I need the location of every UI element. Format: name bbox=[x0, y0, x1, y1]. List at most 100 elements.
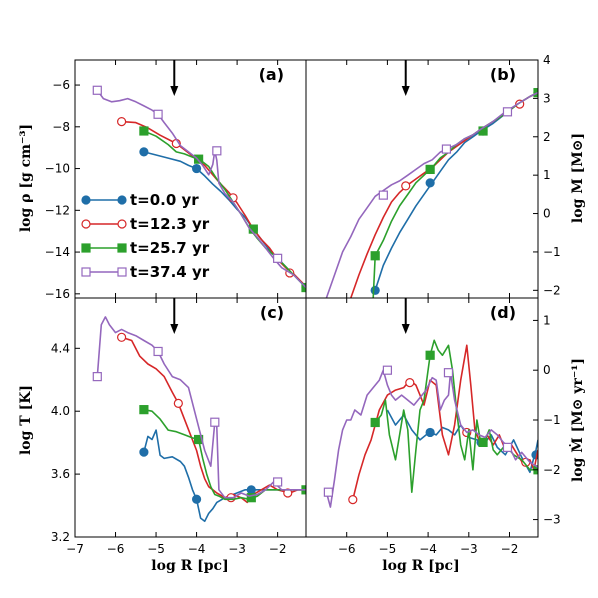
data-point bbox=[117, 116, 127, 127]
legend: t=0.0 yr t=12.3 yr t=25.7 yr t=37.4 yr bbox=[81, 191, 210, 281]
series-line-3 bbox=[96, 89, 306, 289]
x-tick-label: −4 bbox=[419, 542, 437, 556]
data-point bbox=[153, 346, 163, 357]
y-tick-label: −6 bbox=[52, 78, 70, 92]
plot-frame bbox=[305, 59, 539, 299]
data-point bbox=[370, 285, 380, 295]
data-point bbox=[246, 485, 256, 495]
legend-marker bbox=[81, 219, 91, 229]
data-point bbox=[502, 442, 513, 452]
legend-marker bbox=[117, 195, 127, 205]
data-point bbox=[92, 372, 102, 382]
y-tick-label: −8 bbox=[52, 120, 70, 134]
data-point bbox=[212, 146, 222, 156]
data-point bbox=[425, 178, 435, 188]
y-tick-label: −14 bbox=[45, 245, 70, 259]
legend-marker bbox=[117, 267, 127, 277]
data-point bbox=[443, 368, 454, 378]
x-tick-label: −4 bbox=[188, 542, 206, 556]
data-point bbox=[139, 405, 149, 415]
y-tick-label: −1 bbox=[543, 245, 561, 259]
data-point bbox=[425, 164, 435, 175]
y-tick-label: 0 bbox=[543, 363, 551, 377]
series-group bbox=[92, 85, 306, 293]
data-point bbox=[405, 378, 415, 388]
y-axis-label-a: log ρ [g cm⁻³] bbox=[18, 124, 34, 232]
y-tick-label: −10 bbox=[45, 162, 70, 176]
y-tick-label: 1 bbox=[543, 313, 551, 327]
panel-label: (b) bbox=[490, 65, 516, 84]
data-point bbox=[370, 251, 380, 261]
data-point bbox=[401, 181, 411, 191]
data-point bbox=[194, 154, 204, 164]
legend-marker bbox=[117, 243, 127, 253]
legend-marker bbox=[117, 219, 127, 229]
panel-a: −6 −8 −10 −12 −14 −16 (a) bbox=[45, 59, 307, 301]
y-tick-label: 1 bbox=[543, 168, 551, 182]
data-point bbox=[139, 447, 149, 457]
legend-label: t=25.7 yr bbox=[130, 239, 210, 257]
data-point bbox=[301, 282, 306, 293]
x-tick-label: −6 bbox=[107, 542, 125, 556]
series-line-2 bbox=[374, 339, 538, 494]
series-line-1 bbox=[121, 336, 306, 504]
series-line-2 bbox=[143, 408, 306, 501]
legend-marker bbox=[81, 195, 91, 205]
data-point bbox=[378, 190, 388, 200]
plot-frame bbox=[305, 297, 539, 538]
data-point bbox=[191, 163, 202, 174]
y-axis-label-d: log Ṁ [M⊙ yr⁻¹] bbox=[568, 358, 586, 482]
plot-frame bbox=[74, 297, 307, 538]
y-tick-label: −3 bbox=[543, 513, 561, 527]
data-point bbox=[478, 437, 488, 447]
data-point bbox=[370, 417, 380, 428]
legend-label: t=0.0 yr bbox=[130, 191, 199, 209]
y-axis-label-b: log M [M⊙] bbox=[570, 133, 586, 223]
y-tick-label: 4.4 bbox=[51, 341, 70, 355]
legend-marker bbox=[81, 267, 91, 277]
y-tick-label: −1 bbox=[543, 413, 561, 427]
data-point bbox=[283, 488, 293, 498]
x-tick-label: −3 bbox=[460, 542, 478, 556]
panel-c: 4.4 4.0 3.6 3.2−7 −6 −5 −4 −3 −2 (c) bbox=[51, 297, 307, 556]
data-point bbox=[139, 147, 149, 157]
data-point bbox=[117, 332, 127, 342]
x-axis-label-left: log R [pc] bbox=[151, 558, 228, 574]
panel-d: 1 0 −1 −2 −3 −6 −5 −4 −3 −2 (d) bbox=[305, 297, 561, 556]
x-tick-label: −5 bbox=[379, 542, 397, 556]
arrow-head bbox=[170, 324, 179, 334]
data-point bbox=[323, 487, 333, 497]
x-tick-label: −2 bbox=[269, 542, 287, 556]
data-point bbox=[425, 350, 435, 360]
y-tick-label: 4 bbox=[543, 53, 551, 67]
data-point bbox=[191, 494, 202, 504]
y-tick-label: 4.0 bbox=[51, 404, 70, 418]
series-group bbox=[325, 88, 538, 298]
panel-label: (c) bbox=[260, 303, 284, 322]
legend-label: t=12.3 yr bbox=[130, 215, 210, 233]
data-point bbox=[382, 365, 393, 375]
arrow-head bbox=[401, 324, 410, 334]
legend-label: t=37.4 yr bbox=[130, 263, 210, 281]
y-tick-label: −16 bbox=[45, 287, 70, 301]
x-axis-label-right: log R [pc] bbox=[382, 558, 459, 574]
x-tick-label: −5 bbox=[147, 542, 165, 556]
data-point bbox=[273, 477, 283, 487]
x-tick-label: −2 bbox=[501, 542, 519, 556]
arrow-head bbox=[401, 86, 410, 96]
data-point bbox=[441, 144, 452, 154]
y-tick-label: 3.2 bbox=[51, 530, 70, 544]
data-point bbox=[139, 126, 149, 136]
y-tick-label: 3.6 bbox=[51, 467, 70, 481]
data-point bbox=[425, 427, 435, 438]
x-tick-label: −3 bbox=[228, 542, 246, 556]
arrow-head bbox=[170, 86, 179, 96]
x-tick-label: −7 bbox=[66, 542, 84, 556]
series-group bbox=[323, 339, 538, 508]
x-tick-label: −6 bbox=[338, 542, 356, 556]
y-tick-label: −2 bbox=[543, 463, 561, 477]
data-point bbox=[533, 88, 538, 98]
series-line-3 bbox=[325, 91, 538, 298]
panel-label: (d) bbox=[490, 303, 516, 322]
series-group bbox=[92, 316, 306, 523]
